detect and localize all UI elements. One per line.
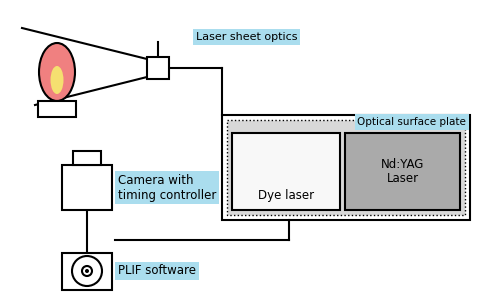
Bar <box>147 57 169 79</box>
Bar <box>62 165 112 210</box>
Bar <box>62 253 112 290</box>
Text: Laser sheet optics: Laser sheet optics <box>196 32 298 42</box>
Bar <box>227 120 465 215</box>
Bar <box>73 151 101 165</box>
Ellipse shape <box>39 43 75 101</box>
Text: Nd:YAG
Laser: Nd:YAG Laser <box>381 158 424 186</box>
Bar <box>222 115 470 220</box>
Circle shape <box>82 266 92 276</box>
Bar <box>232 133 340 210</box>
Text: Dye laser: Dye laser <box>258 189 314 202</box>
Text: Optical surface plate: Optical surface plate <box>357 117 466 127</box>
Bar <box>345 133 460 210</box>
Circle shape <box>72 256 102 286</box>
Text: Camera with
timing controller: Camera with timing controller <box>118 173 216 201</box>
Text: PLIF software: PLIF software <box>118 265 196 278</box>
Circle shape <box>85 269 89 273</box>
Bar <box>38 101 76 117</box>
Ellipse shape <box>50 66 63 94</box>
